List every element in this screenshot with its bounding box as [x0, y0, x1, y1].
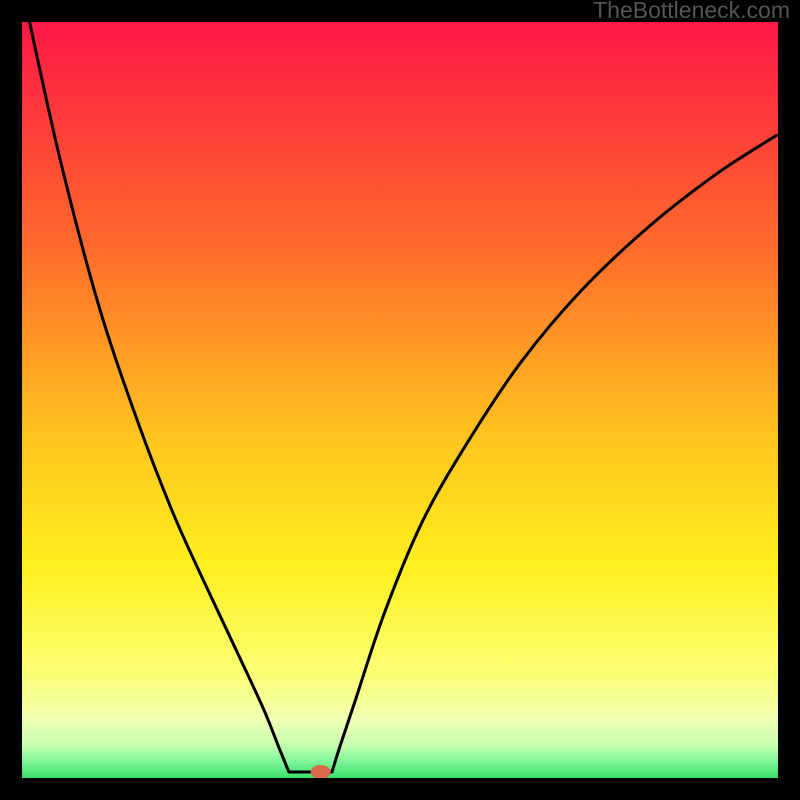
watermark-text: TheBottleneck.com	[593, 0, 790, 23]
chart-background	[22, 22, 778, 778]
optimal-point-marker	[311, 765, 331, 779]
bottleneck-chart: TheBottleneck.com	[0, 0, 800, 800]
chart-svg: TheBottleneck.com	[0, 0, 800, 800]
